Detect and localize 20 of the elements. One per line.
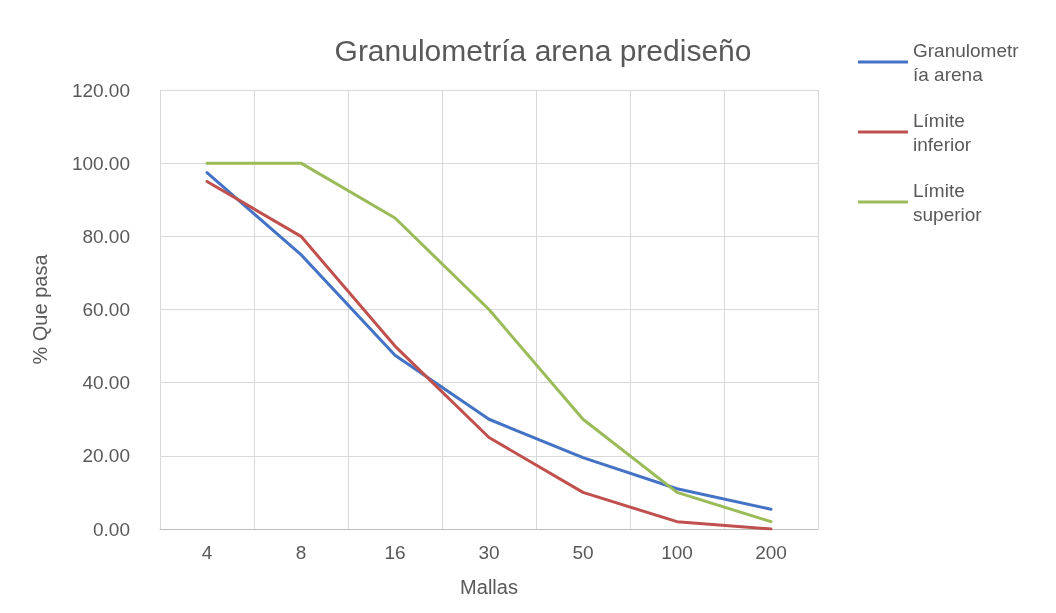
y-tick-label: 20.00 — [82, 445, 130, 467]
y-tick-label: 40.00 — [82, 372, 130, 394]
y-tick-label: 60.00 — [82, 299, 130, 320]
legend-label: Granulometría arena — [913, 39, 1020, 85]
y-tick-label: 0.00 — [93, 518, 130, 540]
y-tick-label: 120.00 — [71, 79, 130, 101]
y-tick-label: 100.00 — [71, 152, 130, 174]
legend-label: Límite superior — [913, 179, 983, 225]
chart-title: Granulometría arena prediseño — [334, 33, 752, 67]
y-axis-title: % Que pasa — [29, 253, 51, 365]
y-tick-label: 80.00 — [82, 225, 130, 247]
x-tick-label: 30 — [478, 542, 500, 563]
x-axis-title: Mallas — [460, 576, 518, 598]
x-tick-label: 50 — [572, 542, 594, 563]
x-tick-label: 100 — [661, 542, 693, 563]
x-tick-label: 4 — [201, 542, 213, 563]
legend-label: Límite inferior — [913, 109, 972, 155]
x-tick-label: 8 — [295, 542, 307, 563]
x-tick-label: 200 — [755, 542, 787, 563]
x-tick-label: 16 — [384, 542, 406, 563]
